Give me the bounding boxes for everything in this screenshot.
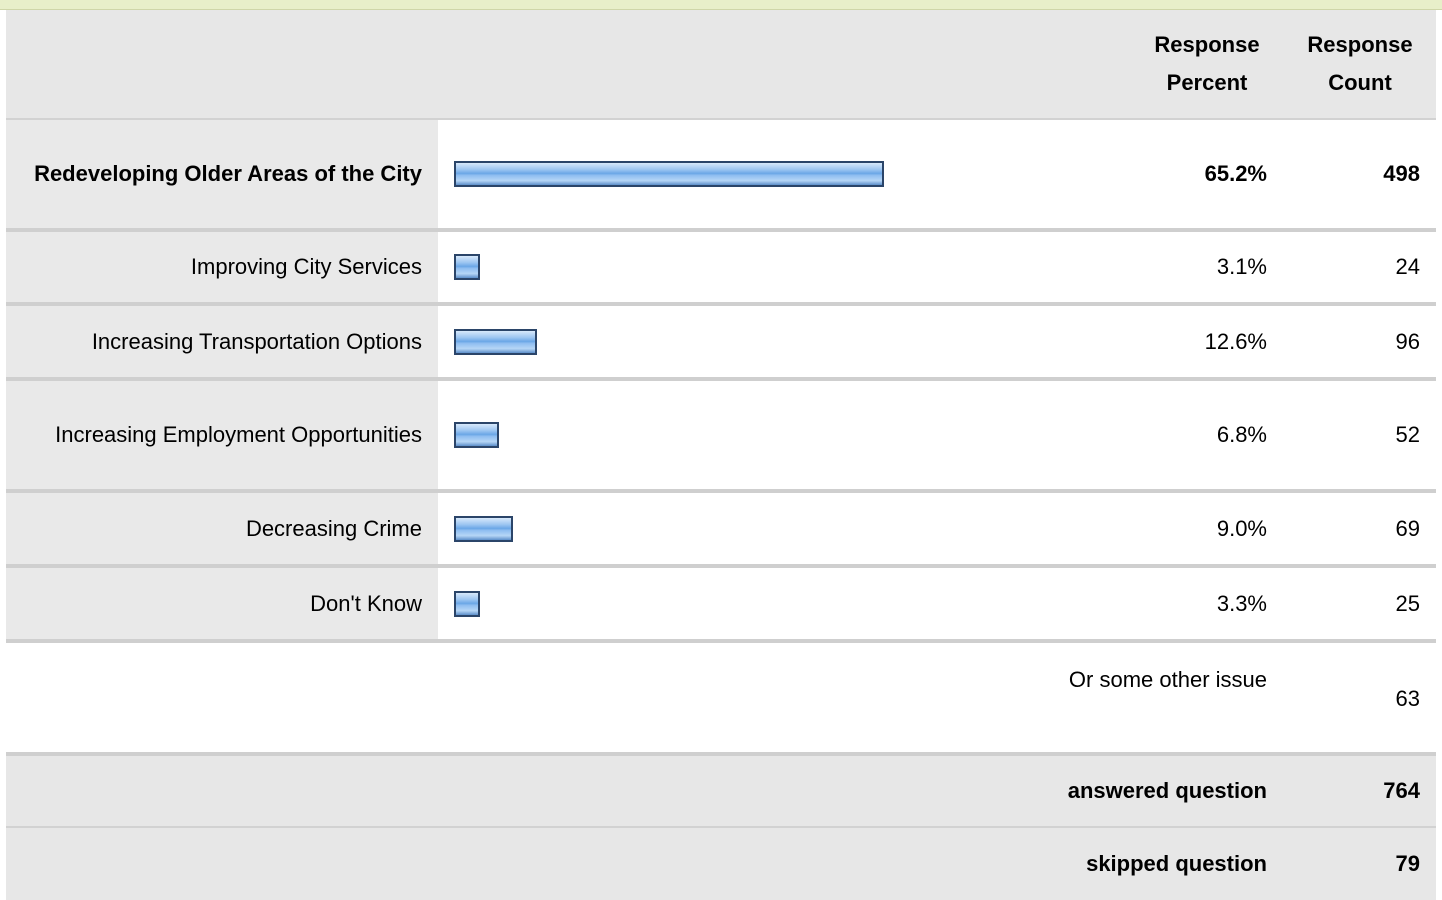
- answer-label: Don't Know: [6, 568, 438, 639]
- answer-label: Decreasing Crime: [6, 493, 438, 564]
- response-percent: 12.6%: [1204, 328, 1267, 354]
- response-count: 24: [1395, 254, 1420, 279]
- response-count-header: Response Count: [1307, 32, 1413, 95]
- response-percent: 9.0%: [1216, 515, 1267, 541]
- response-count: 498: [1383, 161, 1420, 186]
- response-percent: 6.8%: [1216, 422, 1267, 447]
- response-bar: [454, 515, 513, 542]
- response-percent: 3.1%: [1216, 254, 1267, 279]
- response-bar: [454, 422, 499, 448]
- response-bar: [454, 254, 480, 280]
- other-issue-label: Or some other issue: [1068, 667, 1267, 692]
- bar-cell: [454, 232, 1114, 302]
- other-issue-row: Or some other issue 63: [6, 643, 1436, 756]
- response-bar: [454, 328, 537, 355]
- response-bar: [454, 590, 480, 617]
- top-strip: [0, 0, 1442, 10]
- response-percent-header: Response Percent: [1154, 32, 1260, 95]
- answer-label: Improving City Services: [6, 232, 438, 302]
- bar-cell: [454, 381, 1114, 489]
- bar-cell: [454, 568, 1114, 639]
- table-row: Improving City Services 3.1% 24: [6, 232, 1436, 306]
- response-count: 96: [1395, 328, 1420, 354]
- answer-label: Increasing Transportation Options: [6, 306, 438, 377]
- response-count: 52: [1395, 422, 1420, 447]
- table-header: Response Percent Response Count: [6, 10, 1436, 120]
- answer-label: Redeveloping Older Areas of the City: [6, 120, 438, 228]
- table-row: Don't Know 3.3% 25: [6, 568, 1436, 643]
- other-issue-count[interactable]: 63: [1395, 686, 1420, 711]
- table-row: Increasing Employment Opportunities 6.8% 5…: [6, 381, 1436, 493]
- table-row: Increasing Transportation Options 12.6% 96: [6, 306, 1436, 381]
- skipped-question-value: 79: [1395, 851, 1420, 876]
- response-count: 69: [1395, 515, 1420, 541]
- answered-question-row: answered question 764: [6, 756, 1436, 828]
- response-table: Response Percent Response Count Redevelo…: [6, 10, 1436, 900]
- bar-cell: [454, 493, 1114, 564]
- skipped-question-row: skipped question 79: [6, 828, 1436, 900]
- answered-question-label: answered question: [1067, 778, 1267, 803]
- skipped-question-label: skipped question: [1086, 851, 1267, 876]
- bar-cell: [454, 306, 1114, 377]
- answered-question-value: 764: [1383, 778, 1420, 803]
- answer-rows: Redeveloping Older Areas of the City 65.2…: [6, 120, 1436, 643]
- response-bar: [454, 161, 884, 187]
- response-percent: 65.2%: [1204, 161, 1267, 186]
- bar-cell: [454, 120, 1114, 228]
- response-count: 25: [1395, 590, 1420, 616]
- table-row: Decreasing Crime 9.0% 69: [6, 493, 1436, 568]
- response-percent: 3.3%: [1216, 590, 1267, 616]
- answer-label: Increasing Employment Opportunities: [6, 381, 438, 489]
- table-row: Redeveloping Older Areas of the City 65.2…: [6, 120, 1436, 232]
